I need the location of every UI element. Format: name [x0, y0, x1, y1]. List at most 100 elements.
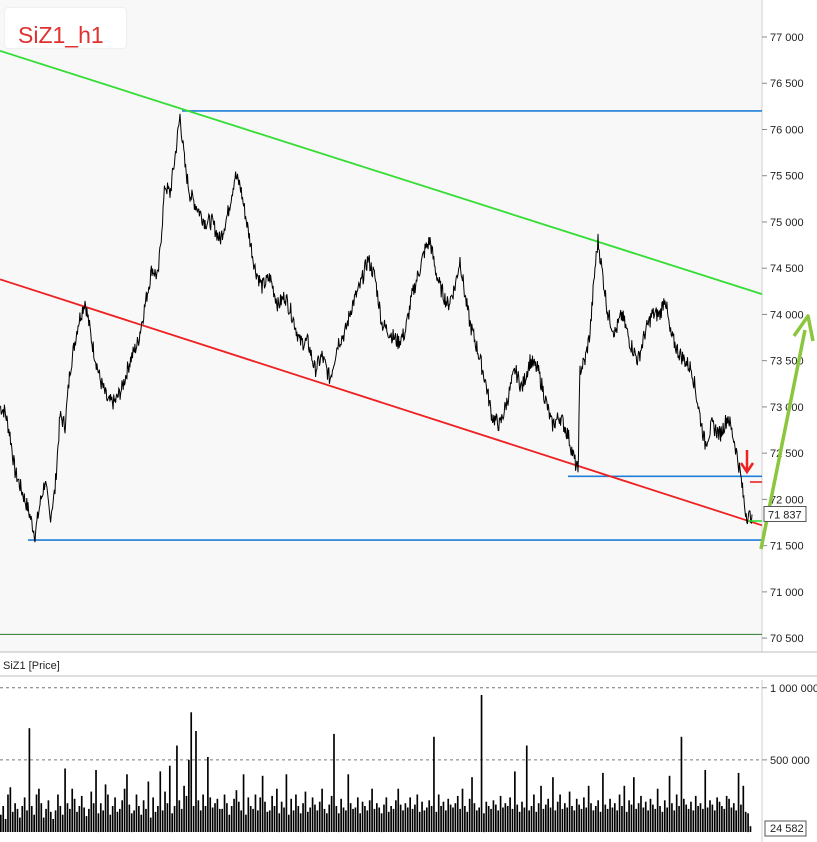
- volume-bar: [633, 777, 635, 832]
- volume-bar: [397, 788, 400, 832]
- price-line: [0, 113, 753, 543]
- volume-bar: [171, 813, 174, 833]
- volume-bar: [511, 808, 514, 832]
- volume-bar: [466, 811, 469, 832]
- volume-bar: [621, 806, 623, 832]
- volume-bar: [549, 807, 552, 832]
- volume-bar: [506, 806, 509, 832]
- volume-bar: [728, 798, 730, 832]
- volume-bar: [145, 808, 147, 832]
- volume-bar: [623, 785, 626, 832]
- volume-bar: [499, 795, 502, 832]
- volume-bar: [45, 808, 47, 832]
- volume-bar: [725, 795, 728, 832]
- volume-bar: [88, 808, 90, 832]
- volume-bar: [323, 808, 326, 832]
- volume-bar: [718, 801, 721, 832]
- volume-bar: [433, 736, 435, 832]
- price-tick-label: 73 500: [770, 356, 804, 368]
- volume-bar: [392, 808, 395, 832]
- volume-bar: [366, 810, 369, 832]
- volume-bar: [361, 801, 364, 832]
- volume-bar: [237, 801, 240, 832]
- price-tick-label: 71 000: [770, 587, 804, 599]
- volume-bar: [328, 804, 331, 832]
- volume-bar: [130, 813, 133, 833]
- volume-last-box: [764, 820, 807, 837]
- volume-bar: [109, 814, 112, 832]
- volume-bar: [540, 785, 542, 832]
- volume-bar: [685, 804, 688, 832]
- volume-bar: [637, 803, 640, 832]
- volume-bar: [185, 795, 188, 832]
- volume-bar: [428, 800, 431, 832]
- volume-bar: [376, 803, 378, 832]
- volume-bar: [656, 788, 659, 832]
- volume-bar: [116, 811, 119, 832]
- volume-bar: [454, 803, 457, 832]
- volume-bar: [571, 806, 573, 832]
- volume-bar: [159, 771, 162, 832]
- volume-bar: [2, 806, 5, 832]
- volume-bar: [99, 803, 102, 832]
- volume-bar: [611, 807, 614, 832]
- volume-bar: [575, 798, 578, 832]
- volume-bar: [514, 771, 516, 832]
- volume-bar: [330, 795, 333, 832]
- volume-bar: [504, 803, 507, 832]
- volume-bar: [585, 807, 588, 832]
- volume-bar: [464, 806, 466, 832]
- last-price-label: 71 837: [763, 505, 807, 522]
- volume-bar: [502, 807, 504, 832]
- volume-bar: [414, 804, 416, 832]
- volume-bar: [168, 765, 171, 832]
- volume-bar: [199, 810, 202, 832]
- volume-bar: [23, 797, 26, 832]
- volume-bar: [661, 811, 664, 832]
- volume-bar: [602, 772, 604, 832]
- volume-bar: [33, 814, 35, 832]
- volume-bar: [544, 804, 547, 832]
- volume-bar: [142, 800, 145, 832]
- price-tick-label: 72 000: [770, 494, 804, 506]
- volume-bar: [59, 806, 62, 832]
- volume-bar: [11, 811, 14, 832]
- volume-bar: [309, 807, 312, 832]
- volume-bar: [730, 807, 733, 832]
- volume-bar: [668, 775, 671, 833]
- volume-bar: [80, 795, 83, 832]
- volume-bar: [456, 795, 459, 832]
- volume-bar: [406, 807, 409, 832]
- volume-bar: [190, 712, 193, 832]
- volume-bar: [47, 800, 50, 832]
- volume-bar: [635, 808, 638, 832]
- volume-bar: [487, 806, 490, 832]
- volume-bar: [19, 817, 21, 832]
- price-tick-label: 77 000: [770, 32, 804, 44]
- volume-bar: [147, 781, 150, 832]
- volume-bar: [592, 810, 595, 832]
- volume-bar: [123, 788, 126, 832]
- volume-bar: [316, 810, 319, 832]
- price-tick-label: 70 500: [770, 633, 804, 645]
- volume-bar: [559, 794, 561, 832]
- volume-bar: [221, 808, 223, 832]
- volume-bar: [682, 798, 685, 832]
- volume-bar: [66, 803, 69, 832]
- volume-bar: [542, 808, 545, 832]
- volume-bar: [561, 808, 564, 832]
- volume-bar: [257, 810, 259, 832]
- volume-bar: [604, 804, 607, 832]
- volume-bar: [385, 797, 388, 832]
- volume-bar: [299, 813, 302, 833]
- volume-bar: [259, 797, 262, 832]
- volume-bar: [52, 819, 55, 832]
- volume-bar: [285, 774, 288, 832]
- volume-bar: [368, 800, 371, 832]
- trend-lines: [0, 50, 763, 527]
- volume-bar: [157, 806, 159, 832]
- volume-bar: [461, 788, 464, 832]
- volume-bar: [425, 807, 428, 832]
- last-price-value: 71 837: [768, 509, 802, 521]
- volume-bar: [704, 770, 707, 832]
